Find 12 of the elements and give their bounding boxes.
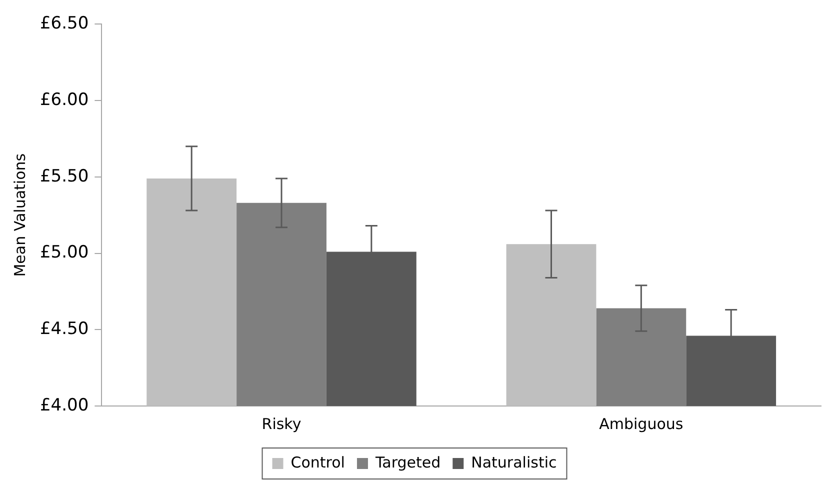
y-tick-label: £4.00 bbox=[40, 395, 89, 416]
y-tick-label: £6.00 bbox=[40, 90, 89, 110]
x-tick-label: Ambiguous bbox=[599, 414, 684, 433]
y-axis-title: Mean Valuations bbox=[10, 153, 29, 277]
legend-label: Control bbox=[290, 453, 345, 472]
legend-label: Naturalistic bbox=[471, 453, 557, 472]
x-tick-label: Risky bbox=[262, 414, 302, 433]
y-tick-label: £6.50 bbox=[40, 14, 89, 34]
y-tick-label: £5.00 bbox=[40, 242, 89, 263]
y-tick-label: £5.50 bbox=[40, 166, 89, 186]
y-tick-label: £4.50 bbox=[40, 319, 89, 340]
legend-label: Targeted bbox=[374, 453, 441, 472]
